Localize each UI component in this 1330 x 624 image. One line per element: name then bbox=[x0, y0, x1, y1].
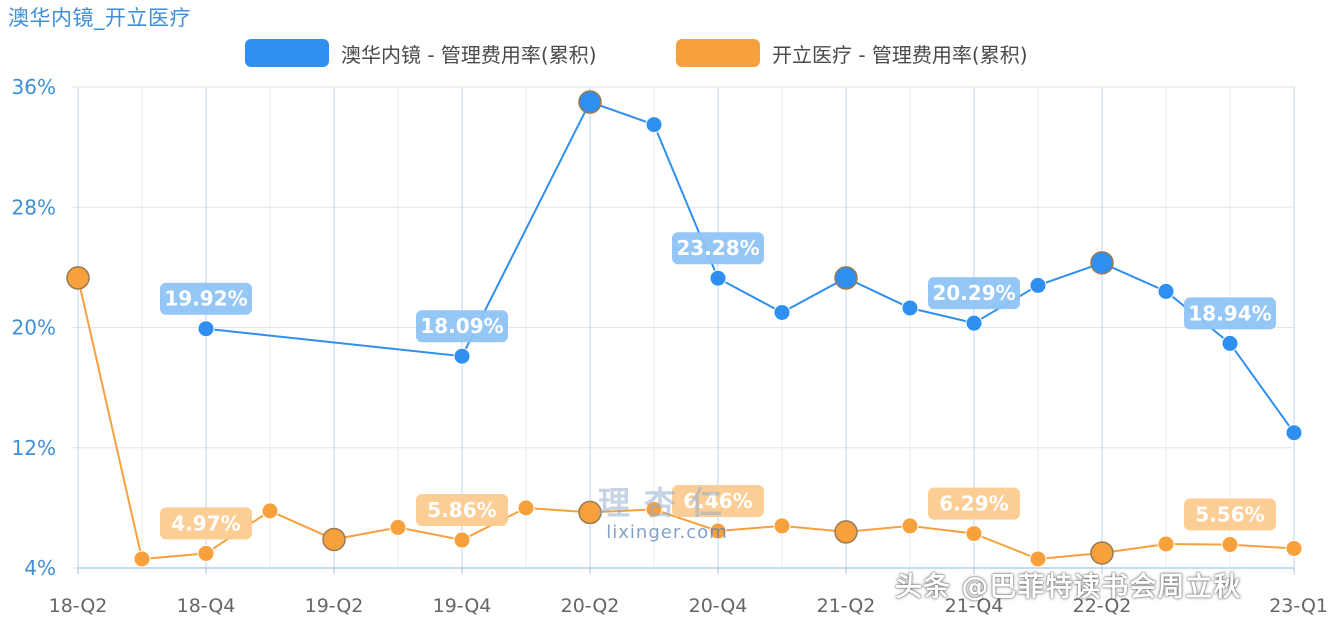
data-label-box-kaili bbox=[928, 487, 1020, 520]
data-label-box-aohua bbox=[160, 282, 252, 315]
point-aohua bbox=[645, 116, 663, 134]
y-tick-label: 20% bbox=[12, 316, 56, 340]
x-tick-label: 19-Q4 bbox=[433, 595, 492, 617]
x-tick-label: 22-Q2 bbox=[1073, 595, 1132, 617]
point-kaili bbox=[901, 517, 919, 535]
data-label-box-kaili bbox=[672, 485, 764, 518]
data-label-aohua: 19.92% bbox=[164, 287, 247, 311]
point-kaili bbox=[1285, 539, 1303, 557]
point-kaili bbox=[197, 544, 215, 562]
point-aohua bbox=[965, 314, 983, 332]
data-label-aohua: 23.28% bbox=[676, 236, 759, 260]
point-kaili bbox=[1029, 550, 1047, 568]
point-kaili bbox=[453, 531, 471, 549]
data-label-kaili: 6.46% bbox=[683, 489, 752, 513]
point-kaili bbox=[834, 520, 858, 544]
point-aohua bbox=[901, 299, 919, 317]
source-watermark: 头条 @巴菲特读书会周立秋 bbox=[895, 572, 1242, 603]
data-label-aohua: 18.09% bbox=[420, 314, 503, 338]
x-tick-label: 20-Q4 bbox=[689, 595, 748, 617]
point-kaili bbox=[1090, 541, 1114, 565]
y-tick-label: 28% bbox=[12, 195, 56, 219]
data-label-aohua: 20.29% bbox=[932, 281, 1015, 305]
x-tick-label: 18-Q4 bbox=[177, 595, 236, 617]
point-aohua bbox=[1285, 424, 1303, 442]
legend-label-kaili: 开立医疗 - 管理费用率(累积) bbox=[772, 42, 1028, 67]
point-kaili bbox=[645, 500, 663, 518]
x-tick-label: 21-Q4 bbox=[945, 595, 1004, 617]
point-kaili bbox=[709, 522, 727, 540]
point-kaili bbox=[1157, 535, 1175, 553]
x-tick-label: 20-Q2 bbox=[561, 595, 620, 617]
data-label-kaili: 6.29% bbox=[939, 492, 1008, 516]
point-aohua bbox=[834, 266, 858, 290]
lixinger-logo-watermark: 理杏仁 lixinger.com bbox=[592, 478, 742, 543]
data-label-box-aohua bbox=[416, 310, 508, 343]
y-tick-label: 4% bbox=[24, 556, 56, 580]
point-aohua bbox=[773, 303, 791, 321]
point-kaili bbox=[66, 266, 90, 290]
data-label-box-kaili bbox=[416, 494, 508, 527]
point-kaili bbox=[1221, 536, 1239, 554]
data-label-box-aohua bbox=[672, 232, 764, 265]
point-kaili bbox=[133, 550, 151, 568]
point-kaili bbox=[965, 525, 983, 543]
chart-title: 澳华内镜_开立医疗 bbox=[8, 6, 191, 30]
legend-item-aohua[interactable]: 澳华内镜 - 管理费用率(累积) bbox=[245, 36, 597, 70]
point-aohua bbox=[1157, 282, 1175, 300]
point-kaili bbox=[773, 517, 791, 535]
y-tick-label: 12% bbox=[12, 436, 56, 460]
point-kaili bbox=[517, 499, 535, 517]
x-tick-label: 18-Q2 bbox=[49, 595, 108, 617]
x-tick-label: 21-Q2 bbox=[817, 595, 876, 617]
point-aohua bbox=[1221, 334, 1239, 352]
data-label-kaili: 5.86% bbox=[427, 498, 496, 522]
x-tick-label: 23-Q1 bbox=[1269, 595, 1328, 617]
point-kaili bbox=[389, 518, 407, 536]
legend-swatch-aohua bbox=[245, 39, 329, 67]
data-label-box-aohua bbox=[928, 277, 1020, 310]
legend-swatch-kaili bbox=[676, 39, 760, 67]
point-kaili bbox=[322, 527, 346, 552]
point-aohua bbox=[197, 320, 215, 338]
x-tick-label: 19-Q2 bbox=[305, 595, 364, 617]
point-aohua bbox=[1029, 276, 1047, 294]
point-aohua bbox=[1090, 251, 1114, 275]
data-label-box-kaili bbox=[1184, 498, 1276, 531]
legend-item-kaili[interactable]: 开立医疗 - 管理费用率(累积) bbox=[676, 36, 1028, 70]
data-label-box-aohua bbox=[1184, 297, 1276, 330]
point-aohua bbox=[709, 269, 727, 287]
data-label-aohua: 18.94% bbox=[1188, 301, 1271, 325]
point-kaili bbox=[261, 502, 279, 520]
data-label-kaili: 4.97% bbox=[171, 511, 240, 535]
legend-label-aohua: 澳华内镜 - 管理费用率(累积) bbox=[341, 42, 597, 67]
data-label-kaili: 5.56% bbox=[1195, 503, 1264, 527]
logo-watermark-en: lixinger.com bbox=[606, 522, 728, 543]
logo-watermark-cn: 理杏仁 bbox=[597, 484, 736, 522]
point-kaili bbox=[578, 500, 602, 525]
series-line-aohua bbox=[205, 100, 1295, 434]
point-aohua bbox=[578, 90, 602, 114]
y-tick-label: 36% bbox=[12, 75, 56, 99]
point-aohua bbox=[453, 347, 471, 365]
data-label-box-kaili bbox=[160, 507, 252, 540]
